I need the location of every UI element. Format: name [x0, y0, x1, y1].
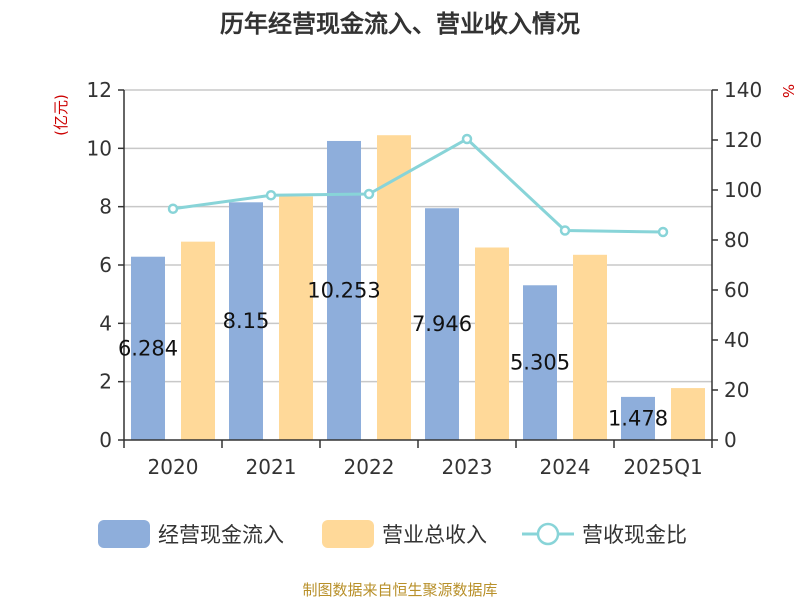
ratio-point	[265, 190, 277, 201]
grid-lines	[124, 89, 712, 383]
ratio-point	[363, 188, 375, 200]
x-tick-label: 2022	[344, 455, 395, 479]
ratio-line	[167, 133, 669, 238]
left-tick-label: 8	[99, 195, 112, 219]
left-tick-label: 2	[99, 370, 112, 394]
right-tick-label: 80	[724, 228, 749, 252]
legend-swatch-ratio-marker	[536, 522, 560, 546]
legend-label-ratio: 营收现金比	[582, 523, 687, 547]
legend-label-cash-inflow: 经营现金流入	[158, 523, 284, 547]
bar-revenue	[573, 254, 607, 440]
legend-swatch-revenue	[322, 520, 374, 548]
legend-label-revenue: 营业总收入	[382, 523, 487, 547]
bars	[131, 135, 705, 441]
legend: 经营现金流入 营业总收入 营收现金比	[98, 520, 687, 548]
right-tick-label: 20	[724, 378, 749, 402]
right-tick-label: 0	[724, 428, 737, 452]
right-tick-label: 40	[724, 328, 749, 352]
bar-value-label: 6.284	[118, 336, 178, 360]
bar-revenue	[671, 388, 705, 440]
bar-cash-inflow	[131, 256, 165, 440]
left-tick-label: 12	[87, 78, 112, 102]
bar-value-label: 1.478	[608, 406, 668, 430]
ratio-point	[657, 226, 669, 238]
bar-value-label: 5.305	[510, 351, 570, 375]
ratio-point	[461, 133, 473, 145]
bar-value-label: 10.253	[307, 278, 380, 302]
left-tick-label: 6	[99, 253, 112, 277]
right-tick-label: 60	[724, 278, 749, 302]
bar-revenue	[279, 196, 313, 440]
left-tick-label: 0	[99, 428, 112, 452]
ratio-line-path	[172, 137, 664, 234]
bar-revenue	[475, 247, 509, 440]
bar-cash-inflow	[523, 285, 557, 440]
right-axis-unit: %	[779, 84, 797, 98]
left-tick-label: 4	[99, 311, 112, 335]
left-axis-unit: (亿元)	[52, 94, 70, 136]
left-tick-label: 10	[87, 136, 112, 160]
bar-revenue	[181, 241, 215, 440]
right-tick-label: 140	[724, 78, 762, 102]
source-note: 制图数据来自恒生聚源数据库	[302, 581, 497, 599]
bar-value-label: 8.15	[223, 309, 270, 333]
x-tick-label: 2023	[442, 455, 493, 479]
x-tick-label: 2021	[246, 455, 297, 479]
x-tick-label: 2020	[148, 455, 199, 479]
bar-cash-inflow	[229, 202, 263, 440]
x-tick-label: 2024	[540, 455, 591, 479]
bar-cash-inflow	[327, 140, 361, 440]
bar-cash-inflow	[425, 208, 459, 440]
ratio-point	[167, 203, 179, 214]
data-labels: 6.284 8.15 10.253 7.946 5.305 1.478	[118, 278, 668, 430]
x-tick-label: 2025Q1	[623, 455, 702, 479]
right-tick-label: 120	[724, 128, 762, 152]
chart-title: 历年经营现金流入、营业收入情况	[220, 10, 580, 38]
legend-swatch-cash-inflow	[98, 520, 150, 548]
bar-value-label: 7.946	[412, 312, 472, 336]
bar-cash-inflow	[621, 396, 655, 440]
ratio-point	[559, 225, 571, 236]
right-tick-label: 100	[724, 178, 762, 202]
